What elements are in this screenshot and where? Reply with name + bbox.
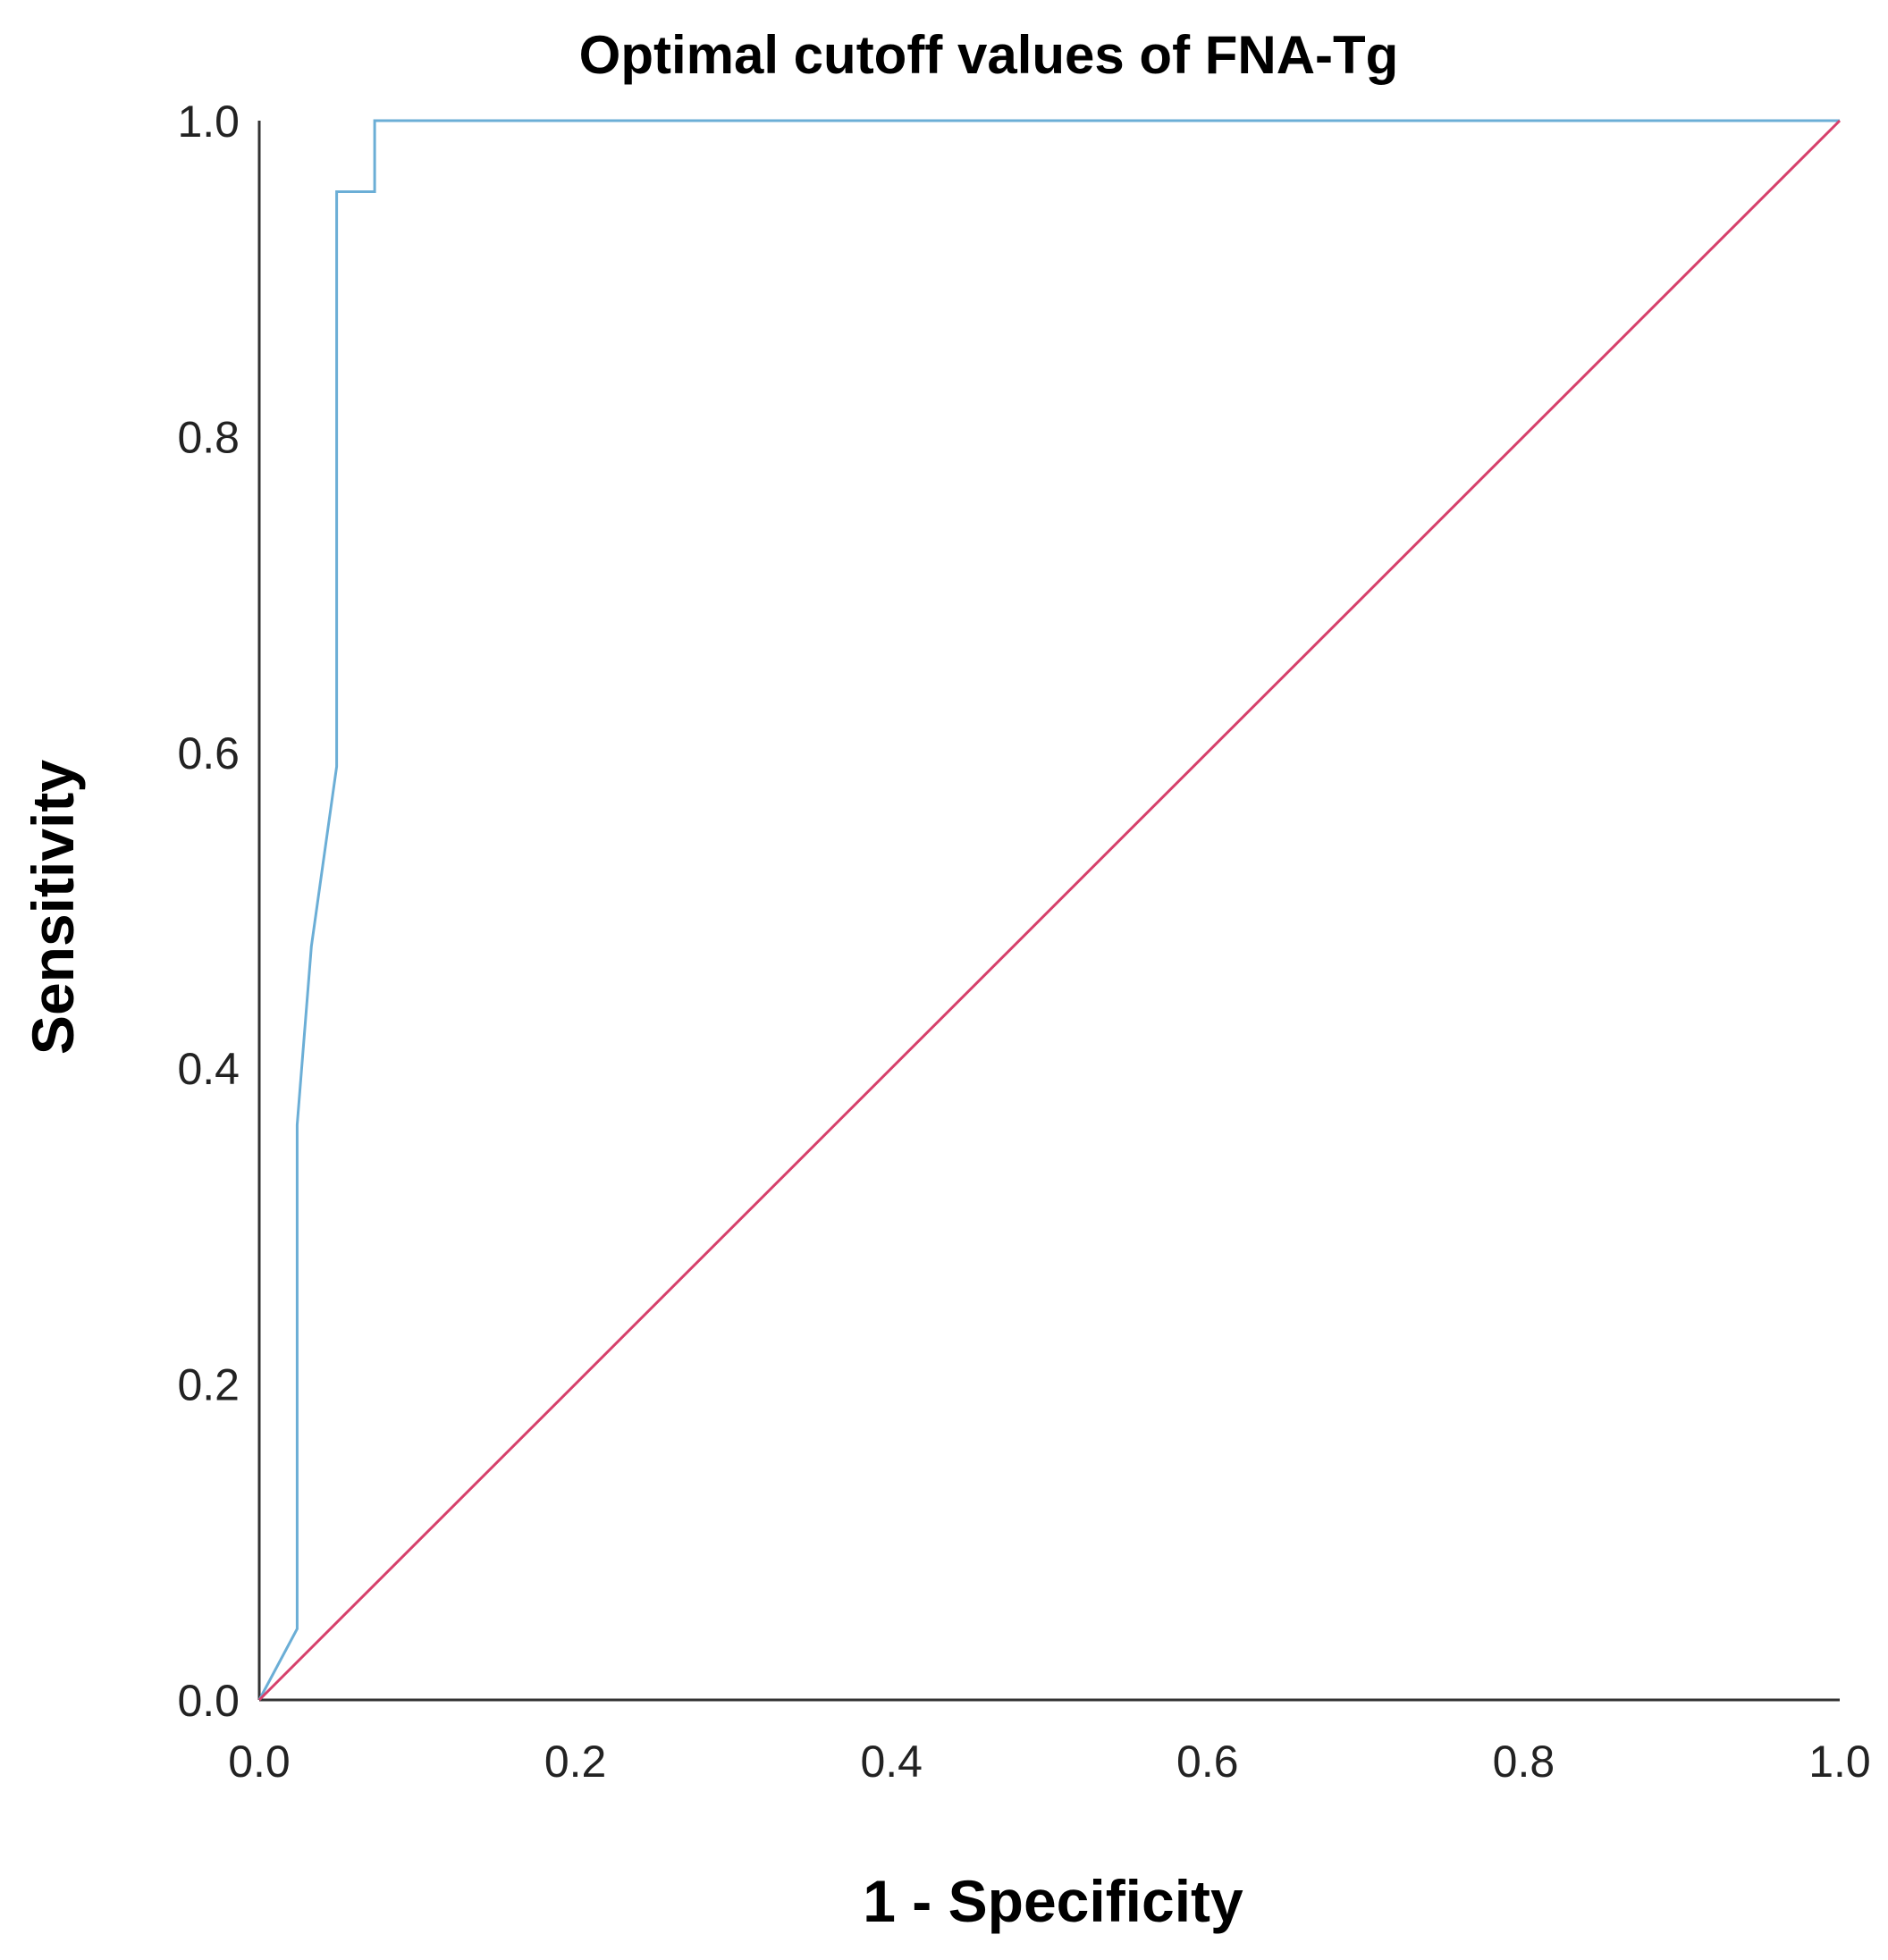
x-tick-label: 0.4 — [860, 1737, 923, 1787]
x-ticks: 0.0 0.2 0.4 0.6 0.8 1.0 — [228, 1737, 1871, 1787]
reference-diagonal-line — [257, 119, 1842, 1702]
y-tick-label: 0.8 — [177, 412, 240, 462]
roc-curve-line — [257, 119, 1840, 1701]
y-tick-label: 1.0 — [177, 97, 240, 147]
y-tick-label: 0.4 — [177, 1044, 240, 1094]
x-tick-label: 0.2 — [544, 1737, 607, 1787]
x-tick-label: 1.0 — [1808, 1737, 1871, 1787]
x-tick-label: 0.0 — [228, 1737, 291, 1787]
x-axis-label: 1 - Specificity — [863, 1868, 1243, 1934]
y-tick-label: 0.2 — [177, 1360, 240, 1410]
series-layer — [257, 119, 1842, 1702]
y-axis-label: Sensitivity — [20, 760, 86, 1055]
x-tick-label: 0.6 — [1176, 1737, 1239, 1787]
chart-title: Optimal cutoff values of FNA-Tg — [579, 25, 1399, 85]
y-tick-label: 0.0 — [177, 1676, 240, 1726]
y-tick-label: 0.6 — [177, 728, 240, 778]
y-ticks: 0.0 0.2 0.4 0.6 0.8 1.0 — [177, 97, 240, 1726]
x-tick-label: 0.8 — [1493, 1737, 1555, 1787]
